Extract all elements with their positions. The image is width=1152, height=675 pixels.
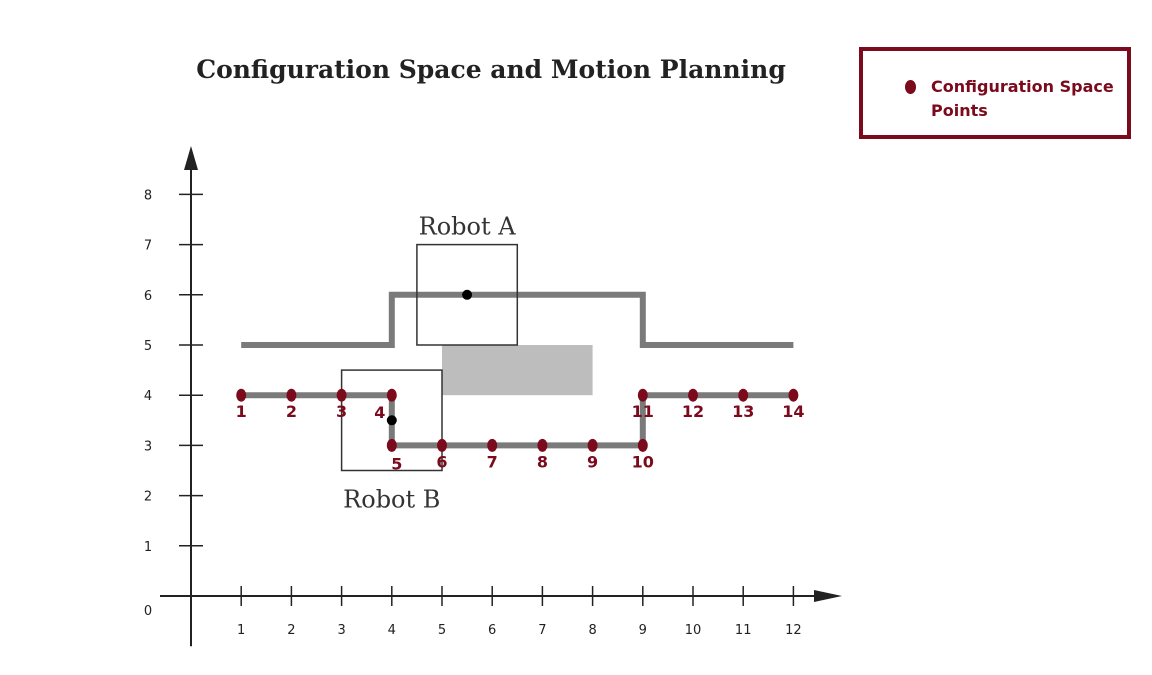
config-point-label-11: 11 [632, 402, 654, 421]
x-tick-label-2: 2 [287, 623, 295, 638]
y-tick-label-1: 1 [144, 540, 152, 555]
config-point-5 [386, 438, 397, 452]
config-point-7 [487, 438, 498, 452]
y-tick-label-5: 5 [144, 339, 152, 354]
y-tick-label-3: 3 [144, 439, 152, 454]
x-tick-label-10: 10 [685, 623, 702, 638]
legend-label: Configuration Space Points [931, 77, 1114, 120]
robot-a-box [416, 243, 519, 346]
config-point-1 [236, 388, 247, 402]
x-axis-arrow [814, 590, 842, 602]
config-point-label-14: 14 [782, 402, 804, 421]
config-point-13 [738, 388, 749, 402]
config-point-label-4: 4 [374, 403, 385, 422]
robot-a-reference-point [462, 289, 473, 300]
robot-b-box [340, 369, 443, 472]
config-point-12 [688, 388, 698, 402]
obstacle-region [442, 345, 593, 396]
x-tick-label-4: 4 [388, 623, 396, 638]
config-point-label-13: 13 [732, 402, 754, 421]
x-tick-label-11: 11 [735, 623, 752, 638]
config-point-label-12: 12 [682, 402, 704, 421]
config-point-11 [637, 388, 648, 402]
y-axis-arrow [184, 146, 198, 170]
robot-b-path [241, 392, 794, 449]
y-tick-label-7: 7 [144, 239, 152, 254]
robot-b-reference-point [386, 415, 397, 426]
y-tick-label-0: 0 [144, 604, 152, 619]
config-point-label-10: 10 [632, 452, 654, 471]
config-point-label-5: 5 [391, 454, 402, 473]
config-point-label-1: 1 [236, 402, 247, 421]
y-tick-label-2: 2 [144, 490, 152, 505]
legend: Configuration Space Points [859, 47, 1131, 139]
config-point-label-6: 6 [436, 452, 447, 471]
config-point-8 [537, 438, 548, 452]
robot-b-label: Robot B [343, 486, 440, 514]
x-tick-label-1: 1 [237, 623, 245, 638]
x-tick-label-8: 8 [588, 623, 596, 638]
config-point-14 [788, 388, 799, 402]
config-point-9 [587, 438, 598, 452]
config-point-label-3: 3 [336, 402, 347, 421]
config-point-2 [286, 388, 297, 402]
y-tick-label-6: 6 [144, 289, 152, 304]
config-point-4 [386, 388, 397, 402]
x-tick-label-3: 3 [337, 623, 345, 638]
x-tick-label-6: 6 [488, 623, 496, 638]
x-tick-label-7: 7 [538, 623, 546, 638]
config-point-label-8: 8 [537, 452, 548, 471]
robot-a-label: Robot A [419, 213, 517, 241]
config-point-label-7: 7 [487, 452, 498, 471]
config-point-10 [637, 438, 648, 452]
legend-marker [905, 80, 916, 94]
y-tick-label-4: 4 [144, 389, 152, 404]
config-point-6 [437, 438, 447, 452]
config-point-3 [336, 388, 347, 402]
chart-title: Configuration Space and Motion Planning [196, 55, 786, 84]
y-tick-label-8: 8 [144, 188, 152, 203]
x-tick-label-5: 5 [438, 623, 446, 638]
x-tick-label-12: 12 [785, 623, 802, 638]
config-point-label-2: 2 [286, 402, 297, 421]
config-point-label-9: 9 [587, 452, 598, 471]
x-tick-label-9: 9 [639, 623, 647, 638]
